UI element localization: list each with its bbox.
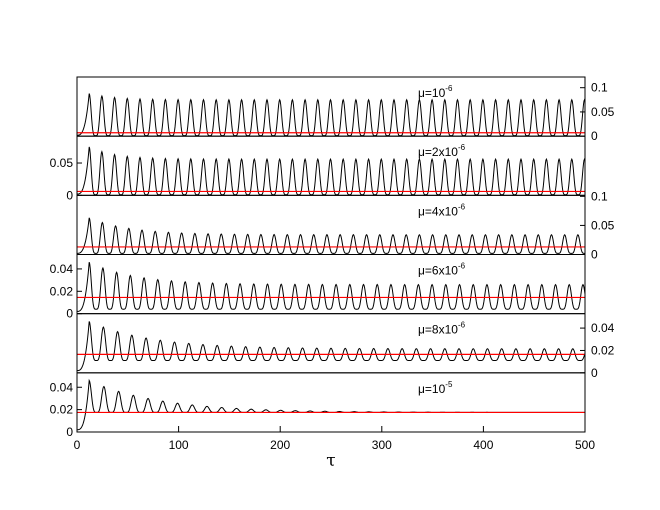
y-tick-label: 0 [591,129,598,143]
x-axis: 0 100 200 300 400 500 [74,426,595,452]
x-axis-label: τ [326,451,335,471]
stacked-panels: 0 0.05 0.1 μ=10-6 0 0.05 μ=2x10-6 0 0.05 0.1 μ=4x1… [50,76,615,439]
x-tick-label: 200 [270,438,290,452]
panel-curves [77,378,585,431]
panel-frame [76,372,586,433]
y-tick-label: 0 [66,425,73,439]
panel-curves [77,262,585,312]
x-tick-label: 100 [169,438,189,452]
oscillation-series [77,378,585,431]
oscillation-series [77,146,585,196]
y-tick-label: 0 [66,307,73,321]
panel-frame [76,76,586,137]
panel-frame [76,254,586,315]
oscillation-series [77,321,585,372]
y-tick-label: 0 [66,188,73,202]
y-tick-label: 0.02 [50,403,74,417]
y-tick-label: 0.05 [50,156,74,170]
x-tick-label: 400 [473,438,493,452]
x-tick-label: 300 [372,438,392,452]
panel-3: 0 0.05 0.1 μ=4x10-6 [76,189,615,262]
mu-annotation: μ=10-6 [418,84,453,100]
y-tick-label: 0.04 [591,321,615,335]
x-tick-label: 500 [575,438,595,452]
oscillation-series [77,262,585,312]
mu-annotation: μ=4x10-6 [418,202,466,218]
panel-5: 0 0.02 0.04 μ=8x10-6 [76,313,615,380]
panel-curves [77,321,585,372]
panel-1: 0 0.05 0.1 μ=10-6 [76,76,615,143]
y-tick-label: 0.05 [591,105,615,119]
y-tick-label: 0 [591,366,598,380]
y-tick-label: 0.04 [50,380,74,394]
mu-annotation: μ=10-5 [418,380,453,396]
mu-annotation: μ=6x10-6 [418,262,466,278]
y-tick-label: 0.04 [50,262,74,276]
panel-curves [77,217,585,254]
mu-annotation: μ=8x10-6 [418,321,466,337]
oscillation-series [77,217,585,254]
y-tick-label: 0.1 [591,189,608,203]
y-tick-label: 0 [591,248,598,262]
panel-2: 0 0.05 μ=2x10-6 [50,135,586,202]
panel-curves [77,146,585,196]
y-tick-label: 0.1 [591,81,608,95]
x-tick-label: 0 [74,438,81,452]
y-tick-label: 0.02 [50,284,74,298]
panel-frame [76,135,586,196]
panel-curves [77,93,585,137]
panel-frame [76,313,586,374]
y-tick-label: 0.02 [591,343,615,357]
panel-6: 0 0.02 0.04 μ=10-5 [50,372,586,439]
oscillation-series [77,93,585,137]
mu-annotation: μ=2x10-6 [418,143,466,159]
y-tick-label: 0.05 [591,218,615,232]
panel-4: 0 0.02 0.04 μ=6x10-6 [50,254,586,321]
